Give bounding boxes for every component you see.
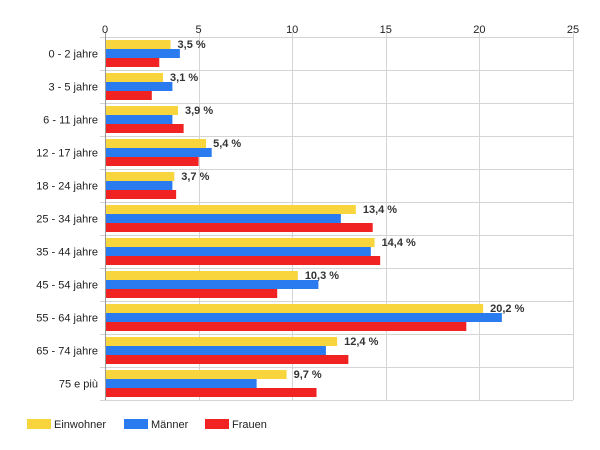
bar-frauen bbox=[106, 124, 184, 133]
bar-männer bbox=[106, 181, 173, 190]
legend-label: Einwohner bbox=[54, 419, 106, 431]
category-label: 55 - 64 jahre bbox=[36, 313, 98, 325]
bar-frauen bbox=[106, 388, 317, 397]
x-tick-label: 5 bbox=[196, 24, 202, 36]
category-labels: 0 - 2 jahre 3 - 5 jahre 6 - 11 jahre 12 - 1… bbox=[36, 49, 98, 391]
x-tick-label: 15 bbox=[380, 24, 392, 36]
bar-einwohner bbox=[106, 370, 287, 379]
category-label: 18 - 24 jahre bbox=[36, 181, 98, 193]
data-label: 3,1 % bbox=[170, 72, 198, 84]
data-labels: 3,5 % 3,1 % 3,9 % 5,4 % 3,7 % 13,4 % 14,4 % 10,… bbox=[170, 39, 525, 381]
bars bbox=[106, 40, 502, 397]
bar-frauen bbox=[106, 190, 177, 199]
bar-männer bbox=[106, 346, 326, 355]
bar-einwohner bbox=[106, 271, 298, 280]
bar-einwohner bbox=[106, 106, 179, 115]
bar-frauen bbox=[106, 256, 381, 265]
x-tick-label: 20 bbox=[473, 24, 485, 36]
bar-männer bbox=[106, 247, 371, 256]
bar-einwohner bbox=[106, 40, 171, 49]
data-label: 3,9 % bbox=[185, 105, 213, 117]
data-label: 20,2 % bbox=[490, 303, 524, 315]
bar-männer bbox=[106, 148, 212, 157]
bar-einwohner bbox=[106, 172, 175, 181]
bar-frauen bbox=[106, 58, 160, 67]
category-label: 12 - 17 jahre bbox=[36, 148, 98, 160]
bar-frauen bbox=[106, 91, 152, 100]
category-label: 75 e più bbox=[59, 379, 98, 391]
category-label: 6 - 11 jahre bbox=[43, 115, 98, 127]
category-label: 3 - 5 jahre bbox=[48, 82, 98, 94]
bar-einwohner bbox=[106, 139, 207, 148]
bar-männer bbox=[106, 313, 502, 322]
data-label: 3,7 % bbox=[181, 171, 209, 183]
category-label: 35 - 44 jahre bbox=[36, 247, 98, 259]
category-label: 45 - 54 jahre bbox=[36, 280, 98, 292]
bar-männer bbox=[106, 379, 257, 388]
grid-lines bbox=[100, 32, 574, 401]
bar-frauen bbox=[106, 322, 467, 331]
data-label: 5,4 % bbox=[213, 138, 241, 150]
data-label: 9,7 % bbox=[294, 369, 322, 381]
bar-männer bbox=[106, 115, 173, 124]
bar-einwohner bbox=[106, 337, 338, 346]
bar-männer bbox=[106, 82, 173, 91]
bar-frauen bbox=[106, 289, 278, 298]
bar-männer bbox=[106, 49, 180, 58]
x-tick-label: 0 bbox=[102, 24, 108, 36]
legend-swatch-männer bbox=[124, 419, 148, 429]
bar-frauen bbox=[106, 157, 199, 166]
bar-einwohner bbox=[106, 304, 484, 313]
bar-frauen bbox=[106, 355, 349, 364]
category-label: 65 - 74 jahre bbox=[36, 346, 98, 358]
data-label: 14,4 % bbox=[382, 237, 416, 249]
data-label: 3,5 % bbox=[178, 39, 206, 51]
legend: Einwohner Männer Frauen bbox=[27, 419, 267, 431]
legend-swatch-einwohner bbox=[27, 419, 51, 429]
x-tick-label: 25 bbox=[567, 24, 579, 36]
bar-frauen bbox=[106, 223, 373, 232]
legend-swatch-frauen bbox=[205, 419, 229, 429]
category-label: 0 - 2 jahre bbox=[48, 49, 98, 61]
legend-label: Männer bbox=[151, 419, 189, 431]
data-label: 12,4 % bbox=[344, 336, 378, 348]
data-label: 10,3 % bbox=[305, 270, 339, 282]
bar-einwohner bbox=[106, 73, 164, 82]
bar-einwohner bbox=[106, 205, 356, 214]
x-axis-ticks: 0 5 10 15 20 25 bbox=[102, 24, 579, 36]
legend-label: Frauen bbox=[232, 419, 267, 431]
x-tick-label: 10 bbox=[286, 24, 298, 36]
bar-männer bbox=[106, 280, 319, 289]
bar-einwohner bbox=[106, 238, 375, 247]
data-label: 13,4 % bbox=[363, 204, 397, 216]
category-label: 25 - 34 jahre bbox=[36, 214, 98, 226]
bar-männer bbox=[106, 214, 341, 223]
